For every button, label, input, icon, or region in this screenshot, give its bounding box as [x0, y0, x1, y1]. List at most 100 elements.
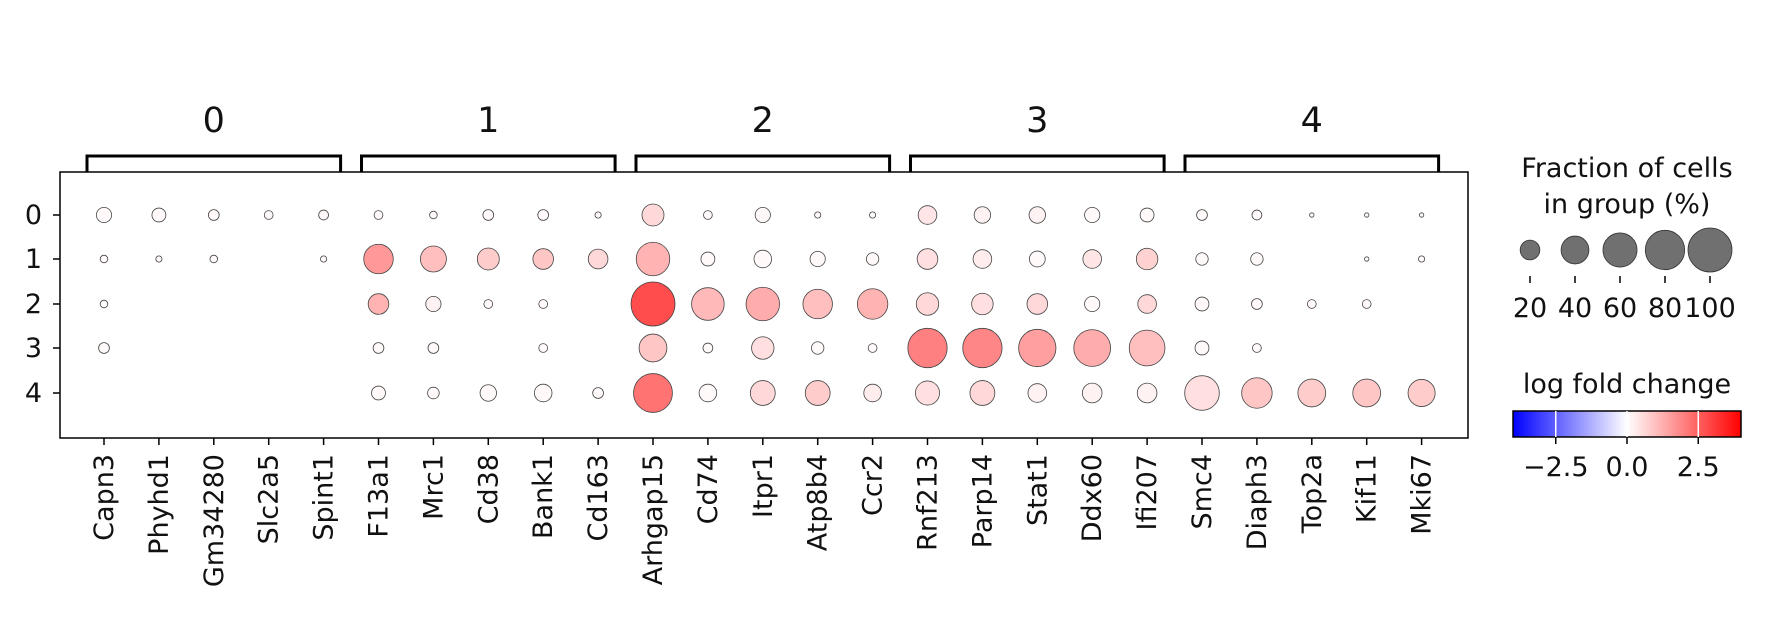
dot	[1309, 212, 1315, 218]
dot	[1084, 206, 1101, 224]
dot	[537, 209, 549, 221]
colorbar-tick-label: 2.5	[1677, 452, 1720, 483]
dot	[745, 286, 780, 322]
x-tick-label: Arhgap15	[638, 454, 669, 585]
dot	[1364, 212, 1370, 218]
dot	[1352, 378, 1382, 408]
gene-group-label: 2	[752, 101, 774, 141]
dot	[1027, 383, 1048, 403]
x-tick-label: Cd38	[473, 454, 504, 524]
x-tick-label: Ccr2	[858, 454, 889, 516]
colorbar-tick-label: 0.0	[1606, 452, 1649, 483]
size-legend-label: 60	[1603, 293, 1637, 324]
dot	[804, 380, 831, 406]
dot	[538, 343, 548, 353]
dot	[419, 245, 447, 273]
dot	[869, 211, 877, 219]
plot-frame	[59, 171, 1469, 439]
dot	[151, 207, 167, 223]
dot	[538, 299, 548, 309]
x-axis: Capn3 Phyhd1 Gm34280 Slc2a5 Spint1 F13a1 Mrc1 C…	[89, 438, 1438, 587]
size-legend-dot	[1560, 235, 1590, 265]
x-tick-label: Mki67	[1407, 454, 1438, 535]
dot	[532, 248, 554, 270]
dot	[1028, 206, 1046, 224]
size-legend-title-line2: in group (%)	[1544, 189, 1711, 220]
x-tick-label: Ifi207	[1132, 454, 1163, 531]
y-tick-label: 4	[25, 378, 42, 409]
dot	[917, 205, 938, 225]
dot	[691, 287, 725, 321]
dot	[700, 251, 716, 267]
dot	[867, 343, 878, 353]
dot	[703, 210, 713, 220]
x-tick-label: Phyhd1	[144, 454, 175, 555]
dot	[1418, 255, 1426, 263]
dot	[99, 254, 109, 264]
dot	[1026, 293, 1049, 315]
dot	[1297, 378, 1327, 408]
dot	[1028, 250, 1046, 268]
gene-group-label: 0	[203, 101, 225, 141]
gene-group-label: 3	[1026, 101, 1048, 141]
dot	[373, 210, 384, 220]
dot	[99, 299, 109, 309]
dots-layer	[95, 203, 1436, 413]
dot	[1135, 247, 1159, 271]
dot	[1184, 375, 1220, 411]
dot	[971, 292, 994, 316]
x-tick-label: Bank1	[528, 454, 559, 539]
dot	[1194, 340, 1210, 356]
dot	[856, 288, 889, 320]
dot	[1136, 382, 1158, 404]
gene-group-bracket	[360, 154, 617, 172]
x-tick-label: Gm34280	[199, 454, 230, 587]
dot	[802, 288, 833, 320]
colorbar-tick-label: −2.5	[1523, 452, 1589, 483]
size-legend-items: 20 40 60 80 100	[1513, 227, 1736, 324]
x-tick-label: Cd163	[583, 454, 614, 542]
gene-group-bracket	[634, 154, 892, 172]
x-tick-label: Itpr1	[748, 454, 779, 518]
size-legend-dot	[1644, 229, 1686, 271]
dot	[1250, 252, 1264, 266]
dot	[1251, 298, 1263, 310]
color-legend-title: log fold change	[1523, 369, 1731, 400]
dot	[641, 203, 665, 227]
gene-group-bracket	[1183, 154, 1441, 172]
dot	[318, 209, 329, 221]
dot	[814, 211, 822, 219]
dot	[1196, 209, 1208, 221]
size-legend-title-line1: Fraction of cells	[1521, 153, 1733, 184]
dot	[702, 342, 714, 354]
dot	[1194, 296, 1210, 312]
dot	[969, 380, 996, 406]
dot	[630, 281, 676, 327]
y-tick-label: 0	[25, 200, 42, 231]
x-tick-label: Mrc1	[418, 454, 449, 520]
size-legend-dot	[1519, 239, 1541, 261]
dot	[95, 206, 113, 224]
dot	[372, 342, 385, 354]
dot	[809, 250, 826, 268]
dot	[1307, 299, 1317, 309]
gene-group-brackets: 0 1 2 3 4	[85, 101, 1441, 172]
dot	[1082, 249, 1102, 269]
dot	[915, 380, 940, 406]
x-tick-label: Diaph3	[1242, 454, 1273, 550]
x-tick-label: Slc2a5	[254, 454, 285, 544]
dot	[916, 248, 939, 270]
x-tick-label: Stat1	[1022, 454, 1053, 526]
x-tick-label: Atp8b4	[803, 454, 834, 551]
size-legend-label: 20	[1513, 293, 1547, 324]
dot	[1073, 329, 1112, 367]
dot	[483, 299, 494, 309]
dot	[363, 243, 394, 275]
size-legend-label: 80	[1648, 293, 1682, 324]
dot	[1251, 209, 1263, 221]
dot	[1407, 379, 1436, 407]
dot	[1137, 294, 1157, 314]
dot	[429, 210, 438, 220]
color-legend: log fold change −2.5 0.0 2.5	[1512, 369, 1742, 483]
